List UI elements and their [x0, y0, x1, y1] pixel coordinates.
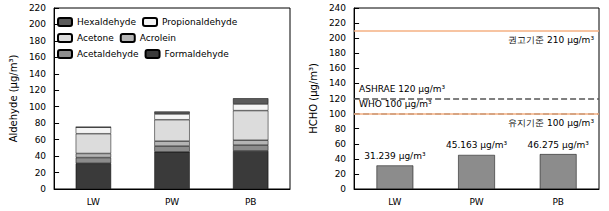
svg-text:120: 120 [329, 94, 346, 104]
svg-text:PW: PW [165, 197, 179, 207]
svg-text:HCHO (μg/m³): HCHO (μg/m³) [308, 63, 319, 134]
svg-text:31.239 μg/m³: 31.239 μg/m³ [364, 151, 426, 161]
svg-text:46.275 μg/m³: 46.275 μg/m³ [528, 140, 590, 150]
svg-text:Acetone: Acetone [77, 33, 114, 43]
svg-text:권고기준 210 μg/m³: 권고기준 210 μg/m³ [508, 35, 594, 45]
svg-text:80: 80 [335, 124, 347, 134]
svg-text:100: 100 [29, 102, 46, 112]
svg-text:200: 200 [29, 19, 46, 29]
svg-text:PB: PB [245, 197, 257, 207]
svg-text:Acetaldehyde: Acetaldehyde [77, 49, 139, 59]
svg-text:PB: PB [552, 197, 564, 207]
svg-text:Formaldehyde: Formaldehyde [165, 49, 230, 59]
svg-text:0: 0 [40, 184, 46, 194]
svg-text:240: 240 [329, 3, 346, 13]
svg-text:40: 40 [335, 154, 347, 164]
svg-text:140: 140 [329, 78, 346, 88]
svg-text:Hexaldehyde: Hexaldehyde [77, 17, 136, 27]
svg-text:60: 60 [35, 135, 47, 145]
svg-text:45.163 μg/m³: 45.163 μg/m³ [446, 140, 508, 150]
svg-text:160: 160 [329, 63, 346, 73]
svg-text:0: 0 [340, 184, 346, 194]
svg-text:LW: LW [87, 197, 100, 207]
svg-text:220: 220 [29, 3, 46, 13]
svg-text:20: 20 [35, 168, 47, 178]
svg-text:100: 100 [329, 109, 346, 119]
svg-text:Aldehyde (μg/m³): Aldehyde (μg/m³) [8, 55, 19, 143]
svg-text:180: 180 [29, 36, 46, 46]
svg-text:200: 200 [329, 33, 346, 43]
svg-text:80: 80 [35, 118, 47, 128]
svg-text:Propionaldehyde: Propionaldehyde [162, 17, 238, 27]
svg-text:180: 180 [329, 48, 346, 58]
svg-text:140: 140 [29, 69, 46, 79]
svg-text:40: 40 [35, 151, 47, 161]
svg-text:220: 220 [329, 18, 346, 28]
svg-text:20: 20 [335, 169, 347, 179]
svg-text:Acrolein: Acrolein [140, 33, 176, 43]
svg-text:WHO 100 μg/m³: WHO 100 μg/m³ [359, 99, 432, 109]
svg-text:60: 60 [335, 139, 347, 149]
svg-text:160: 160 [29, 52, 46, 62]
svg-text:ASHRAE 120 μg/m³: ASHRAE 120 μg/m³ [359, 84, 446, 94]
svg-text:LW: LW [388, 197, 401, 207]
svg-text:유지기준 100 μg/m³: 유지기준 100 μg/m³ [508, 118, 594, 128]
svg-text:120: 120 [29, 85, 46, 95]
svg-text:PW: PW [469, 197, 483, 207]
